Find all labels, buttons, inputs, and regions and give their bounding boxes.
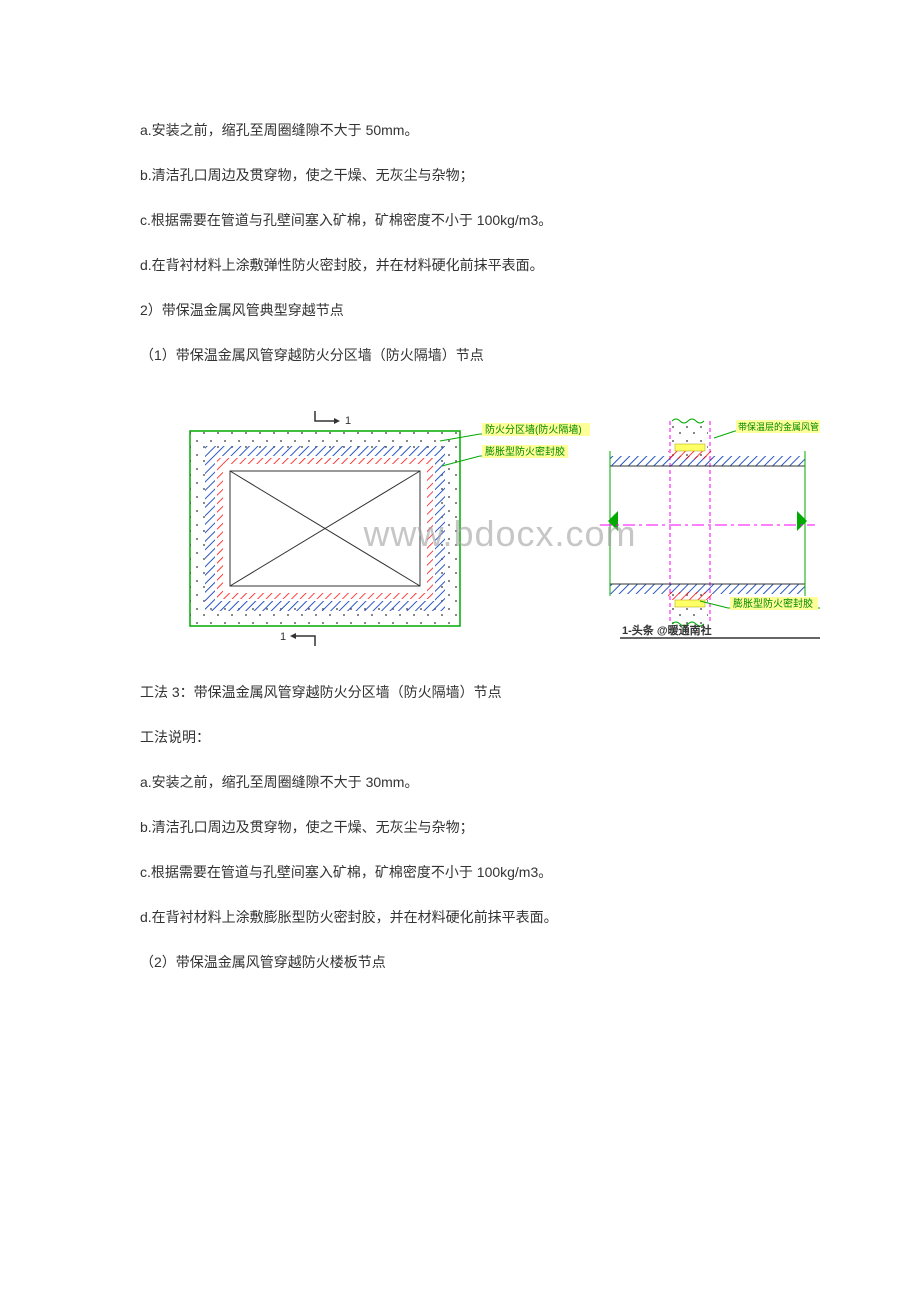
body-paragraph: d.在背衬材料上涂敷膨胀型防火密封胶，并在材料硬化前抹平表面。	[140, 907, 780, 928]
body-paragraph: d.在背衬材料上涂敷弹性防火密封胶，并在材料硬化前抹平表面。	[140, 255, 780, 276]
body-paragraph: a.安装之前，缩孔至周圈缝隙不大于 30mm。	[140, 772, 780, 793]
diagram-label-wall: 防火分区墙(防火隔墙)	[485, 423, 582, 436]
diagram-label-sealant-right: 膨胀型防火密封胶	[733, 597, 813, 610]
body-paragraph: b.清洁孔口周边及贯穿物，使之干燥、无灰尘与杂物；	[140, 817, 780, 838]
diagram-label-duct: 带保温层的金属风管	[738, 421, 819, 432]
diagram-footer: 1-头条 @暖通南社	[622, 623, 712, 637]
body-paragraph: a.安装之前，缩孔至周圈缝隙不大于 50mm。	[140, 120, 780, 141]
body-paragraph: c.根据需要在管道与孔壁间塞入矿棉，矿棉密度不小于 100kg/m3。	[140, 862, 780, 883]
body-paragraph: 2）带保温金属风管典型穿越节点	[140, 300, 780, 321]
body-paragraph: （1）带保温金属风管穿越防火分区墙（防火隔墙）节点	[140, 345, 780, 366]
body-paragraph: 工法 3：带保温金属风管穿越防火分区墙（防火隔墙）节点	[140, 682, 780, 703]
technical-diagram: www.bdocx.com	[180, 396, 820, 662]
diagram-label-sealant-left: 膨胀型防火密封胶	[485, 445, 565, 458]
section-mark-bottom: 1	[280, 631, 286, 643]
body-paragraph: （2）带保温金属风管穿越防火楼板节点	[140, 952, 780, 973]
body-paragraph: 工法说明：	[140, 727, 780, 748]
body-paragraph: b.清洁孔口周边及贯穿物，使之干燥、无灰尘与杂物；	[140, 165, 780, 186]
body-paragraph: c.根据需要在管道与孔壁间塞入矿棉，矿棉密度不小于 100kg/m3。	[140, 210, 780, 231]
diagram-svg: 1 1	[180, 396, 820, 656]
section-mark-top: 1	[345, 415, 351, 427]
